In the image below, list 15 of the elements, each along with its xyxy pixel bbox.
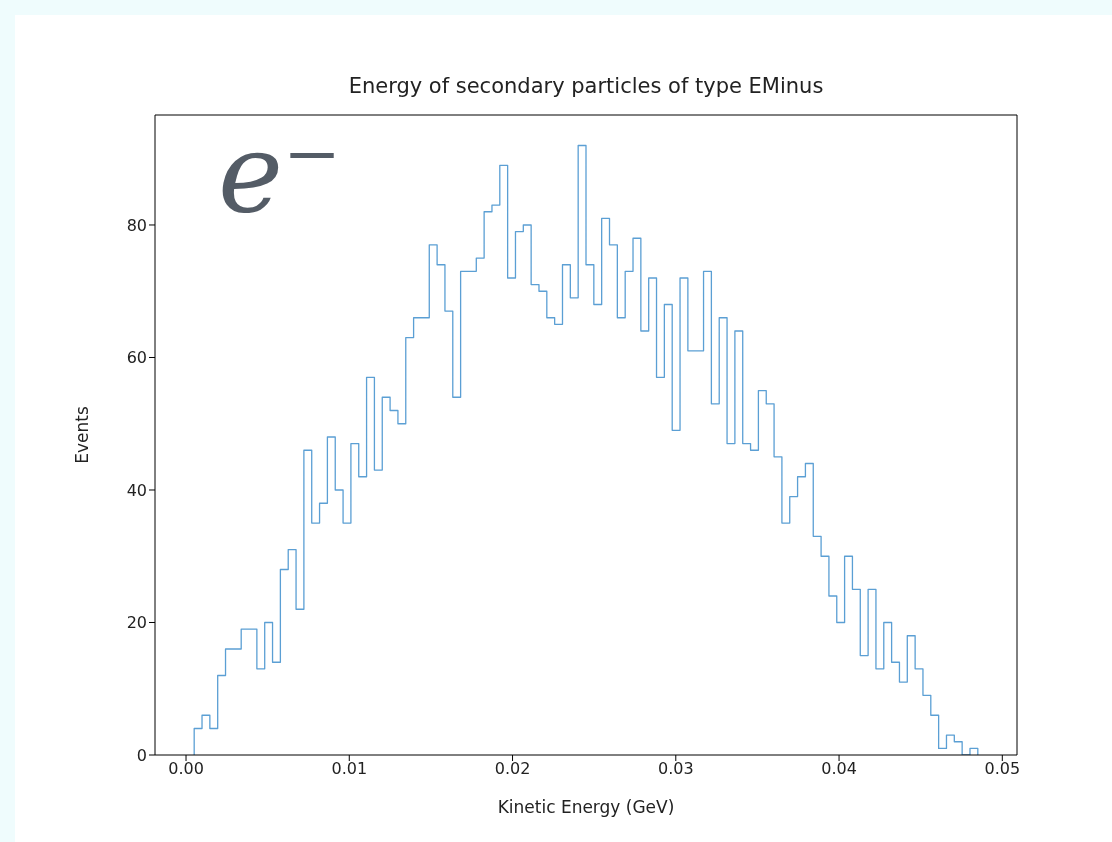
y-tick-label: 20 — [126, 613, 147, 633]
x-tick-label: 0.00 — [168, 759, 204, 779]
x-tick-label: 0.03 — [657, 759, 694, 779]
x-tick-label: 0.01 — [331, 759, 368, 779]
y-tick-label: 60 — [126, 348, 147, 368]
x-tick-label: 0.05 — [984, 759, 1021, 779]
y-tick-label: 80 — [126, 215, 147, 235]
y-tick-label: 40 — [126, 480, 147, 500]
y-axis-title: Events — [72, 406, 93, 464]
x-axis-title: Kinetic Energy (GeV) — [497, 797, 675, 817]
x-tick-label: 0.04 — [821, 759, 857, 779]
annotation: e⁻ — [218, 109, 342, 237]
y-tick-label: 0 — [136, 745, 147, 765]
x-tick-label: 0.02 — [494, 759, 531, 779]
chart-title: Energy of secondary particles of type EMinus — [347, 74, 825, 98]
